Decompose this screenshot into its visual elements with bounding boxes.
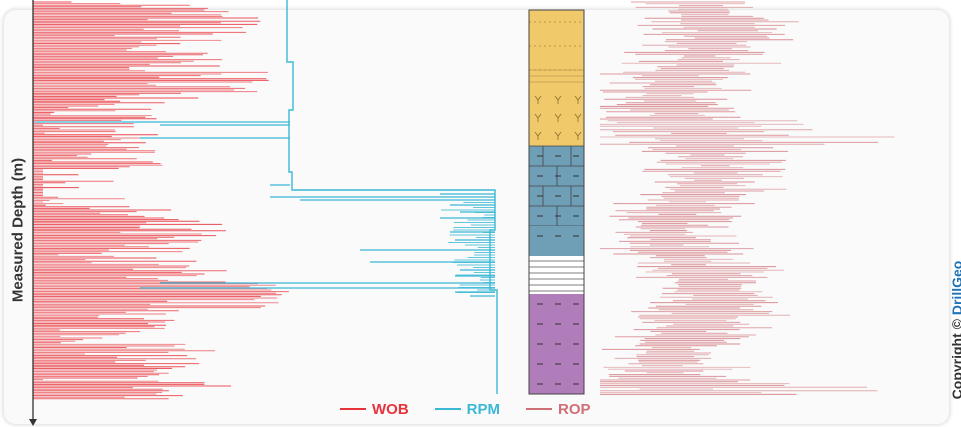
legend-item-rop[interactable]: ROP — [526, 401, 591, 418]
legend-item-wob[interactable]: WOB — [340, 401, 409, 418]
copyright-prefix: Copyright © — [949, 319, 961, 400]
depth-axis-arrow — [29, 419, 37, 426]
legend-label-rop: ROP — [558, 400, 591, 418]
legend-swatch-wob — [340, 408, 366, 410]
wob-series — [33, 1, 289, 400]
legend: WOB RPM ROP — [340, 399, 591, 419]
rpm-series — [35, 0, 498, 394]
copyright-notice: Copyright © DrillGeo — [949, 261, 961, 400]
rop-series — [600, 1, 895, 395]
legend-swatch-rpm — [434, 408, 461, 410]
lithology-outline — [528, 9, 585, 395]
y-axis-label: Measured Depth (m) — [9, 157, 27, 303]
legend-label-wob: WOB — [372, 400, 409, 418]
legend-item-rpm[interactable]: RPM — [434, 400, 501, 418]
lithology-band-shale — [529, 226, 584, 256]
copyright-brand: DrillGeo — [949, 260, 961, 316]
legend-label-rpm: RPM — [466, 400, 501, 418]
lithology-column — [528, 9, 585, 395]
lithology-band-interbedded — [529, 256, 584, 294]
lithology-band-sandstone — [529, 10, 584, 88]
legend-swatch-rop — [526, 408, 553, 410]
